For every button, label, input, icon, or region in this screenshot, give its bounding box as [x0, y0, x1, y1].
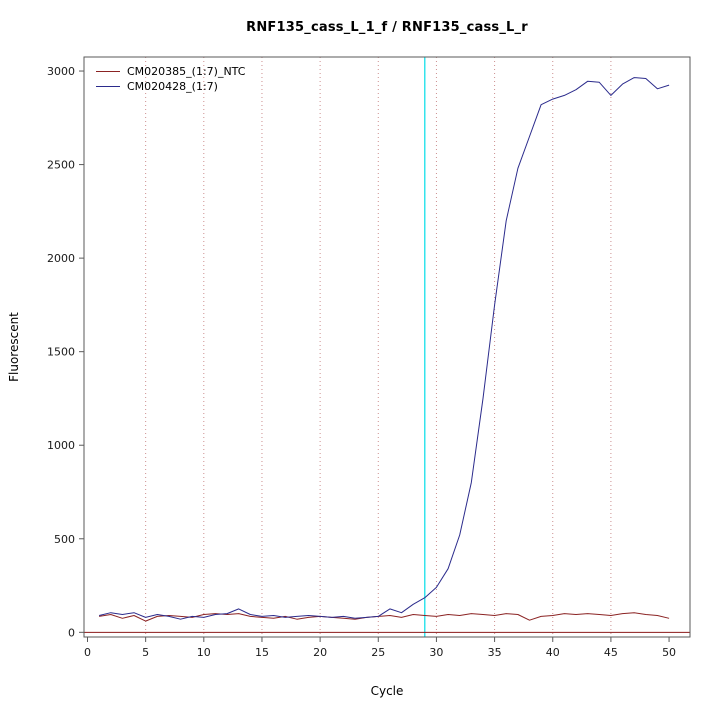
y-tick-label: 1000 — [47, 439, 75, 452]
sample-series-swatch — [96, 86, 120, 87]
x-tick-label: 45 — [604, 646, 618, 659]
plot-frame — [83, 56, 691, 638]
legend: CM020385_(1:7)_NTC CM020428_(1:7) — [96, 64, 245, 94]
x-tick-label: 25 — [371, 646, 385, 659]
x-tick-label: 10 — [197, 646, 211, 659]
series-line-1 — [98, 77, 670, 620]
y-tick-label: 0 — [68, 626, 75, 639]
chart-title: RNF135_cass_L_1_f / RNF135_cass_L_r — [246, 20, 528, 35]
y-tick-label: 500 — [54, 533, 75, 546]
y-axis-title: Fluorescent — [7, 312, 21, 382]
legend-label-ntc: CM020385_(1:7)_NTC — [127, 65, 246, 78]
x-axis-title: Cycle — [370, 684, 404, 698]
y-tick-label: 2500 — [47, 159, 75, 172]
x-tick-label: 30 — [429, 646, 443, 659]
x-tick-label: 15 — [255, 646, 269, 659]
y-tick-label: 1500 — [47, 346, 75, 359]
x-tick-label: 50 — [662, 646, 676, 659]
x-tick-label: 20 — [313, 646, 327, 659]
legend-item-ntc: CM020385_(1:7)_NTC — [96, 64, 245, 79]
ntc-series-swatch — [96, 71, 120, 72]
y-tick-label: 3000 — [47, 65, 75, 78]
legend-item-sample: CM020428_(1:7) — [96, 79, 245, 94]
y-tick-label: 2000 — [47, 252, 75, 265]
x-tick-label: 5 — [142, 646, 149, 659]
series-line-0 — [99, 612, 670, 622]
legend-label-sample: CM020428_(1:7) — [127, 80, 218, 93]
x-tick-label: 40 — [546, 646, 560, 659]
x-tick-label: 0 — [84, 646, 91, 659]
x-tick-label: 35 — [488, 646, 502, 659]
